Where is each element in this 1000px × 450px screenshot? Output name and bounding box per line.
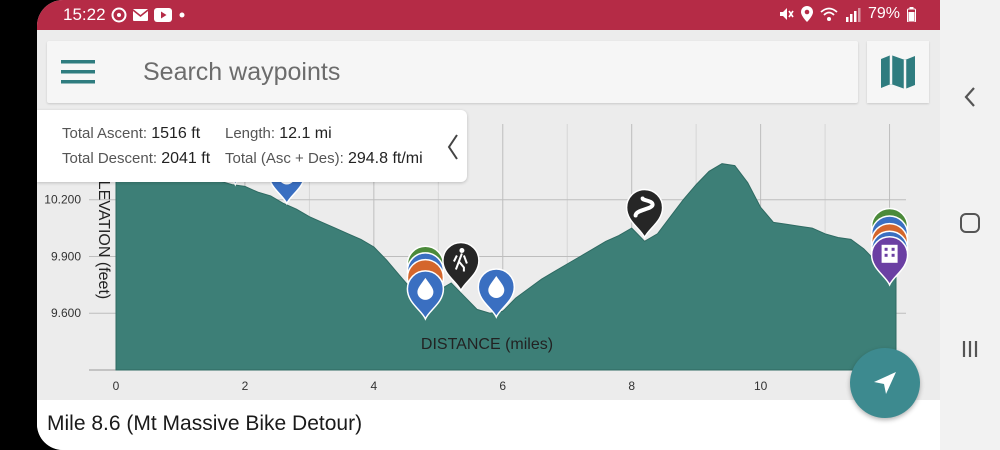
- mail-icon: [132, 9, 149, 21]
- map-view-button[interactable]: [867, 41, 929, 103]
- total-descent: Total Descent: 2041 ft: [62, 150, 211, 167]
- waypoint-marker-water[interactable]: [477, 268, 516, 319]
- waypoint-marker-trailhead[interactable]: [442, 241, 480, 293]
- back-chevron-icon: [964, 87, 975, 107]
- selected-waypoint-label: Mile 8.6 (Mt Massive Bike Detour): [47, 412, 363, 435]
- x-tick-label: 0: [113, 379, 120, 393]
- waypoint-marker-water[interactable]: [406, 270, 445, 321]
- dot-icon: [179, 12, 185, 18]
- building-icon: [881, 244, 898, 263]
- waypoint-marker-town[interactable]: [870, 236, 909, 287]
- hiker-icon: [459, 248, 465, 253]
- waypoint-marker-road[interactable]: [625, 188, 664, 240]
- x-tick-label: 2: [242, 379, 249, 393]
- elevation-profile-svg: 0 2 4 6 8 10 10.200 9.900 9.600 DISTANCE (miles…: [44, 111, 909, 393]
- back-button[interactable]: [955, 82, 985, 112]
- total-ascent: Total Ascent: 1516 ft: [62, 125, 201, 142]
- search-input[interactable]: [143, 53, 823, 91]
- app-screen: 15:22 79%: [37, 0, 940, 450]
- x-axis-label: DISTANCE (miles): [421, 336, 553, 353]
- elevation-area: [115, 157, 897, 371]
- road-icon: [633, 196, 655, 218]
- y-axis-label: ELEVATION (feet): [95, 170, 112, 299]
- route-length: Length: 12.1 mi: [225, 125, 332, 142]
- route-length-value: 12.1 mi: [279, 125, 332, 142]
- water-drop-icon: [417, 277, 434, 300]
- y-tick-label: 9.600: [51, 306, 81, 320]
- total-asc-des-value: 294.8 ft/mi: [347, 150, 423, 167]
- status-right-group: 79%: [778, 5, 916, 23]
- chevron-left-icon: [447, 134, 458, 160]
- hamburger-icon: [61, 60, 95, 84]
- home-button[interactable]: [955, 208, 985, 238]
- collapse-stats-button[interactable]: [442, 130, 464, 164]
- total-ascent-value: 1516 ft: [151, 125, 201, 142]
- route-stats-panel: Total Ascent: 1516 ft Length: 12.1 mi To…: [37, 110, 467, 182]
- status-notification-icons: [111, 7, 187, 23]
- total-descent-value: 2041 ft: [161, 150, 211, 167]
- x-tick-label: 8: [628, 379, 635, 393]
- x-tick-label: 6: [499, 379, 506, 393]
- status-app-icon: [111, 7, 127, 23]
- recents-button[interactable]: [955, 334, 985, 364]
- home-square-icon: [960, 213, 980, 233]
- mute-icon: [779, 8, 794, 20]
- y-tick-label: 10.200: [44, 193, 81, 207]
- marker-pin: [625, 188, 664, 240]
- battery-icon: [907, 6, 916, 22]
- status-time: 15:22: [63, 5, 106, 24]
- total-asc-des: Total (Asc + Des): 294.8 ft/mi: [225, 150, 423, 167]
- x-tick-label: 10: [754, 379, 768, 393]
- x-tick-label: 4: [371, 379, 378, 393]
- marker-pin: [442, 241, 480, 293]
- x-axis-ticks: 0 2 4 6 8 10: [113, 379, 768, 393]
- status-bar: 15:22 79%: [37, 0, 940, 30]
- locate-me-button[interactable]: [850, 348, 920, 418]
- water-drop-icon: [488, 276, 505, 298]
- battery-percent: 79%: [867, 5, 900, 22]
- map-icon: [881, 55, 915, 89]
- selected-waypoint-bar[interactable]: Mile 8.6 (Mt Massive Bike Detour): [37, 400, 940, 450]
- recents-icon: [962, 341, 978, 357]
- menu-button[interactable]: [59, 55, 99, 89]
- y-axis-ticks: 10.200 9.900 9.600: [44, 193, 81, 321]
- youtube-icon: [154, 8, 172, 22]
- signal-icon: [845, 7, 861, 22]
- location-icon: [800, 6, 813, 22]
- navigation-arrow-icon: [874, 372, 896, 394]
- search-bar: [47, 41, 858, 103]
- system-nav-bar: [940, 0, 1000, 450]
- y-tick-label: 9.900: [51, 249, 81, 263]
- wifi-icon: [820, 7, 838, 21]
